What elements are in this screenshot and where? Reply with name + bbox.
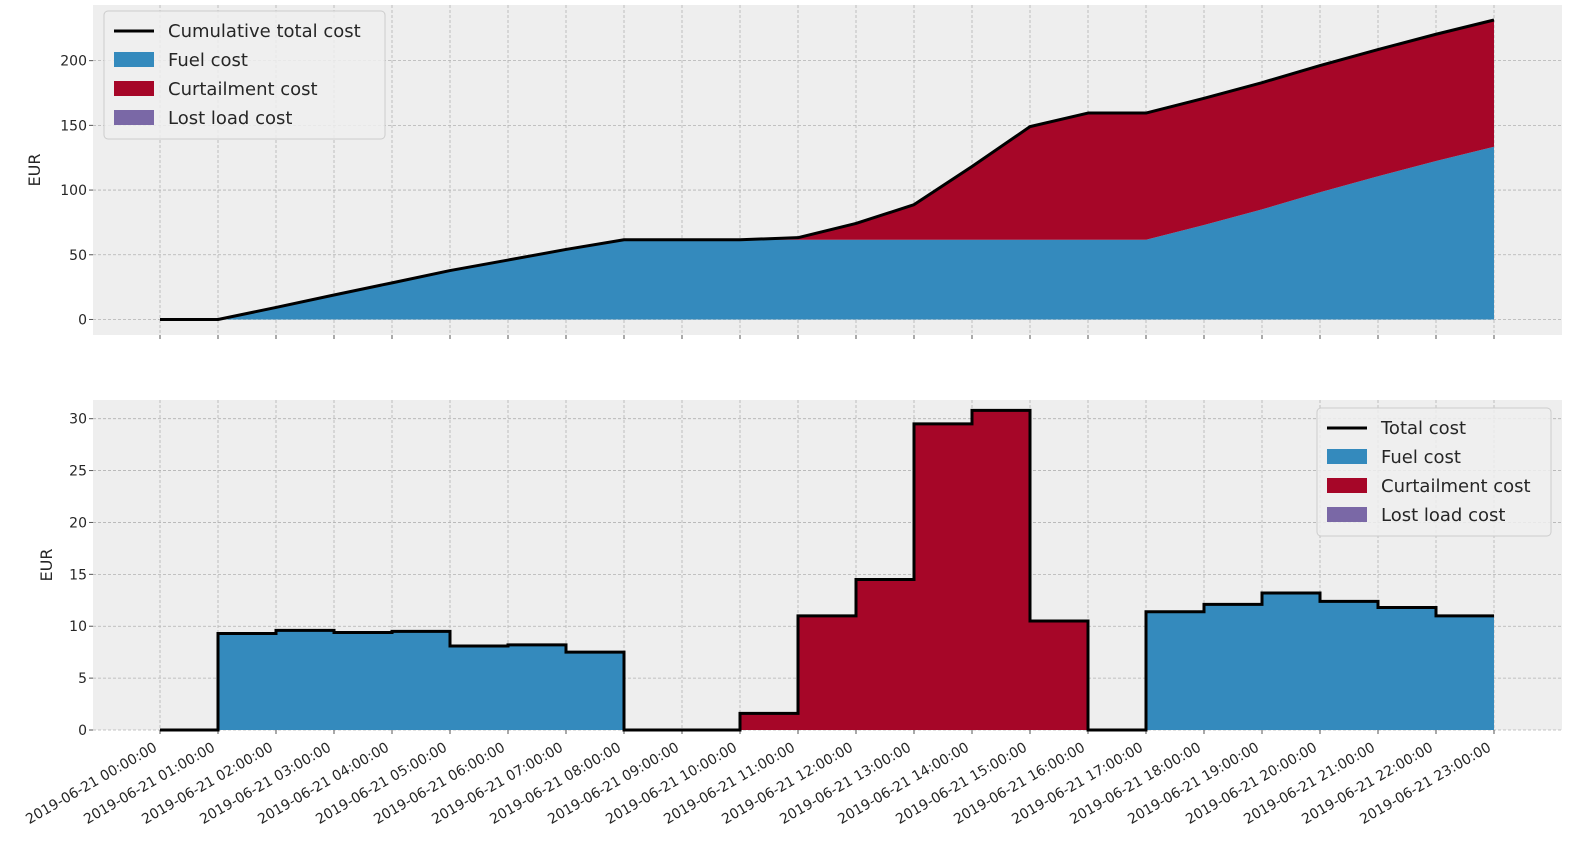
legend-frame xyxy=(1316,407,1552,537)
fuel-cost-bar xyxy=(392,631,450,730)
legend-label-lost-load-cost: Lost load cost xyxy=(1381,505,1505,526)
y-tick-label: 50 xyxy=(69,248,87,264)
fuel-cost-bar xyxy=(218,633,276,730)
fuel-cost-bar xyxy=(566,652,624,730)
curtailment-cost-bar xyxy=(914,423,972,730)
curtailment-cost-bar xyxy=(972,410,1030,730)
legend-swatch-curtailment-cost xyxy=(114,81,154,96)
y-tick-label: 200 xyxy=(60,54,87,70)
fuel-cost-area xyxy=(160,146,1494,320)
y-tick-label: 30 xyxy=(69,412,87,428)
fuel-cost-bar xyxy=(1320,601,1378,730)
y-tick-label: 10 xyxy=(69,619,87,635)
top-legend: Cumulative total cost Fuel cost Curtailmen… xyxy=(103,10,386,140)
fuel-cost-bar xyxy=(1146,611,1204,730)
bottom-legend: Total cost Fuel cost Curtailment cost Lost … xyxy=(1316,407,1552,537)
legend-label-lost-load-cost: Lost load cost xyxy=(168,108,292,129)
fuel-cost-bar xyxy=(1262,593,1320,730)
fuel-cost-bar xyxy=(508,644,566,730)
y-tick-label: 20 xyxy=(69,515,87,531)
legend-swatch-fuel-cost xyxy=(114,52,154,67)
fuel-cost-bar xyxy=(1436,615,1494,730)
legend-label-fuel-cost: Fuel cost xyxy=(1381,447,1461,468)
legend-swatch-lost-load-cost xyxy=(1327,507,1367,522)
y-tick-label: 0 xyxy=(78,312,87,328)
fuel-cost-bar xyxy=(334,632,392,730)
y-tick-label: 25 xyxy=(69,464,87,480)
y-tick-label: 5 xyxy=(78,671,87,687)
fuel-cost-bar xyxy=(1378,607,1436,730)
curtailment-cost-bar xyxy=(740,713,798,730)
y-tick-label: 150 xyxy=(60,118,87,134)
legend-label-fuel-cost: Fuel cost xyxy=(168,50,248,71)
y-tick-label: 100 xyxy=(60,183,87,199)
y-tick-label: 15 xyxy=(69,567,87,583)
fuel-cost-bar xyxy=(450,645,508,730)
legend-swatch-curtailment-cost xyxy=(1327,478,1367,493)
curtailment-cost-area xyxy=(160,20,1494,320)
fuel-cost-bar xyxy=(276,630,334,730)
legend-label-total-cost: Total cost xyxy=(1380,418,1466,439)
legend-label-curtailment-cost: Curtailment cost xyxy=(1381,476,1531,497)
top-y-axis-label: EUR xyxy=(25,154,44,187)
legend-label-curtailment-cost: Curtailment cost xyxy=(168,79,318,100)
legend-label-cumulative-total-cost: Cumulative total cost xyxy=(168,21,361,42)
top-y-tick-labels: 0 50 100 150 200 xyxy=(60,54,93,328)
y-tick-label: 0 xyxy=(78,723,87,739)
hourly-cost-chart: 0 5 10 15 20 25 30 EUR Total cost Fuel cost Curtai… xyxy=(23,400,1562,828)
fuel-cost-bar xyxy=(1204,604,1262,730)
curtailment-cost-bar xyxy=(856,579,914,730)
bottom-y-tick-labels: 0 5 10 15 20 25 30 xyxy=(69,412,93,739)
legend-swatch-fuel-cost xyxy=(1327,449,1367,464)
curtailment-cost-bar xyxy=(1030,621,1088,730)
legend-frame xyxy=(103,10,386,140)
total-cost-step-line xyxy=(160,408,1494,732)
legend-swatch-lost-load-cost xyxy=(114,110,154,125)
bottom-y-axis-label: EUR xyxy=(37,549,56,582)
curtailment-cost-bar xyxy=(798,615,856,730)
cumulative-total-cost-line xyxy=(160,18,1495,321)
cumulative-cost-chart: 0 50 100 150 200 EUR Cumulative total cost Fuel… xyxy=(25,5,1562,339)
